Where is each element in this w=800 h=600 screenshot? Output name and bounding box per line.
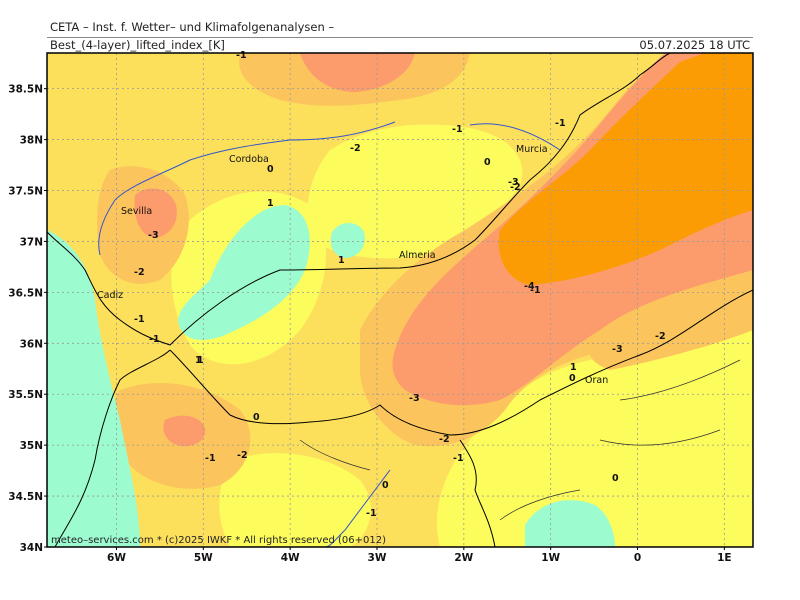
coastline-africa-north [169,289,753,436]
field-zero-northeast [307,124,523,259]
contour-label: 0 [484,157,491,168]
border-lines-africa [299,359,741,521]
field-positive-south [525,500,615,547]
longitude-tick-label: 4W [281,552,300,564]
contour-label: 0 [612,473,619,484]
latitude-tick-label: 35N [20,440,43,452]
river-guadalquivir-lower [98,199,116,256]
geography-lines [47,53,753,547]
longitude-tick-label: 1E [717,552,731,564]
latitude-tick-label: 38.5N [8,84,43,96]
contour-label: -2 [237,450,248,461]
longitude-tick-label: 6W [107,552,126,564]
contour-label: -2 [510,182,521,193]
longitude-tick-label: 5W [194,552,213,564]
map-frame [46,52,754,548]
river-segura [469,123,561,151]
longitude-tick-label: 3W [368,552,387,564]
map-field [47,53,753,547]
contour-label: 1 [197,355,204,366]
field-minus3-sevilla [134,188,177,238]
field-positive-west [47,230,140,547]
river-guadalquivir [114,121,396,201]
city-cadiz: Cadiz [97,290,123,301]
contour-label: -2 [134,267,145,278]
contour-label: -3 [409,393,420,404]
contour-label: 0 [267,164,274,175]
field-minus4-core [498,53,753,285]
contour-label-layer: -1 -1 -1 -2 0 -2 -3 1 0 -3 -2 1 1 -4 -1 … [134,50,666,519]
contour-label: -2 [350,143,361,154]
source-title: CETA – Inst. f. Wetter– und Klimafolgena… [50,20,335,34]
contour-label: -1 [149,334,160,345]
contour-label: 1 [267,198,274,209]
field-minus3-north [300,53,415,92]
contour-label: 1 [195,355,202,366]
contour-label: -1 [236,50,247,61]
map-grid [47,53,753,547]
field-minus3-south [163,415,206,447]
contour-label: -1 [205,453,216,464]
longitude-tick-label: 0 [634,552,641,564]
city-label-layer: Cordoba Murcia Sevilla Almeria Cadiz Ora… [97,144,608,386]
product-title: Best_(4-layer)_lifted_index_[K] [50,38,225,52]
contour-label: 0 [253,412,260,423]
contour-label: -2 [655,331,666,342]
river-moulouya [324,469,391,547]
city-murcia: Murcia [516,144,548,155]
contour-label: -1 [530,285,541,296]
coastline-iberia [47,53,671,346]
field-zero-south [219,452,371,547]
field-zero-southeast [436,310,753,547]
city-oran: Oran [585,375,608,386]
longitude-axis: 6W 5W 4W 3W 2W 1W 0 1E [107,547,732,564]
contour-label: -1 [366,508,377,519]
contour-label: -3 [612,344,623,355]
contour-label: 1 [338,255,345,266]
latitude-tick-label: 35.5N [8,389,43,401]
contour-label: -1 [134,314,145,325]
latitude-tick-label: 37N [20,236,43,248]
header-divider [47,37,753,38]
coastline-africa [54,349,171,547]
latitude-tick-label: 34N [20,542,43,554]
contour-label: -1 [555,118,566,129]
contour-label: 1 [570,362,577,373]
contour-label: -4 [524,281,535,292]
latitude-tick-label: 36.5N [8,287,43,299]
latitude-tick-label: 34.5N [8,491,43,503]
latitude-tick-label: 38N [20,135,43,147]
contour-label: 0 [569,373,576,384]
contour-label: 0 [382,480,389,491]
city-sevilla: Sevilla [121,206,152,217]
contour-label: -1 [453,453,464,464]
latitude-tick-label: 36N [20,338,43,350]
border-morocco-algeria [459,439,496,547]
latitude-tick-label: 37.5N [8,186,43,198]
valid-time: 05.07.2025 18 UTC [639,38,750,52]
city-almeria: Almeria [399,250,436,261]
contour-label: -1 [452,124,463,135]
contour-label: -3 [148,230,159,241]
longitude-tick-label: 2W [454,552,473,564]
contour-label: -2 [439,434,450,445]
copyright-footer: meteo–services.com * (c)2025 IWKF * All … [51,535,386,546]
longitude-tick-label: 1W [541,552,560,564]
city-cordoba: Cordoba [229,154,269,165]
contour-label: -3 [508,177,519,188]
latitude-axis: 38.5N 38N 37.5N 37N 36.5N 36N 35.5N 35N 34.5N 34N [8,84,47,554]
field-positive-small [330,223,365,258]
field-positive-central [178,205,310,340]
